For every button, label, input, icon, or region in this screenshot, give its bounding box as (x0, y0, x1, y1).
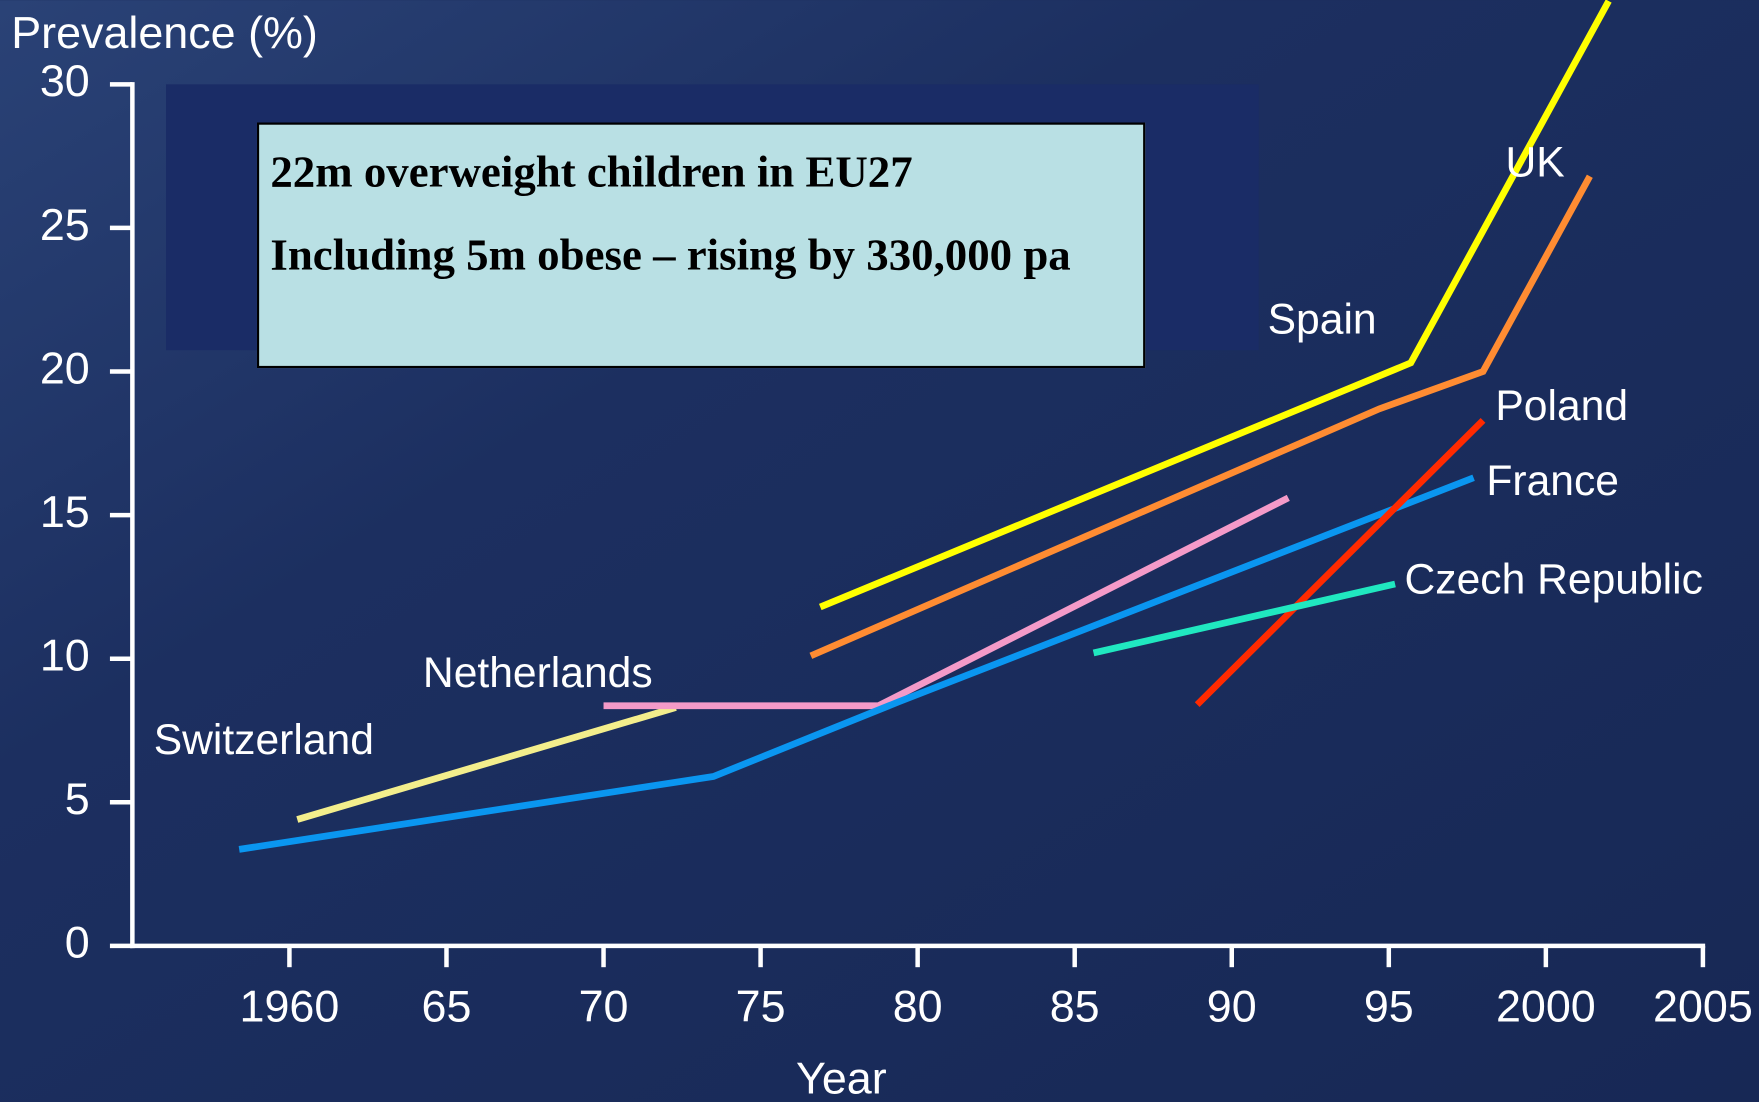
x-tick-label: 65 (422, 981, 472, 1032)
series-label: Czech Republic (1405, 556, 1703, 604)
x-tick-label: 1960 (240, 981, 340, 1032)
y-tick-label: 0 (65, 917, 90, 968)
series-line (1194, 417, 1486, 708)
x-tick-label: 80 (893, 981, 943, 1032)
series-line (1092, 580, 1396, 657)
series-label: Spain (1268, 295, 1377, 343)
series-line (603, 494, 1290, 710)
y-tick-label: 25 (40, 199, 90, 250)
x-axis-title: Year (796, 1052, 887, 1102)
series-line (238, 474, 1475, 853)
y-tick-label: 10 (40, 630, 90, 681)
note-box: 22m overweight children in EU27 Includin… (256, 122, 1146, 369)
series-label: Switzerland (154, 716, 374, 764)
x-tick-label: 70 (579, 981, 629, 1032)
y-tick-label: 30 (40, 55, 90, 106)
x-tick-label: 2005 (1653, 981, 1753, 1032)
x-tick-label: 2000 (1496, 981, 1596, 1032)
y-tick-label: 15 (40, 486, 90, 537)
x-tick-label: 85 (1050, 981, 1100, 1032)
series-line (296, 704, 677, 823)
x-tick-label: 95 (1364, 981, 1414, 1032)
x-tick-label: 90 (1207, 981, 1257, 1032)
note: 22m overweight children in EU27 Includin… (256, 122, 1146, 369)
series-line (809, 174, 1593, 659)
note-line: Including 5m obese – rising by 330,000 p… (270, 229, 1071, 280)
series-label: Netherlands (423, 649, 653, 697)
y-axis-title: Prevalence (%) (11, 7, 318, 58)
series-label: France (1486, 457, 1619, 505)
series-line (818, 0, 1612, 611)
series-label: Poland (1495, 382, 1628, 430)
x-tick-label: 75 (736, 981, 786, 1032)
y-tick-label: 20 (40, 342, 90, 393)
y-tick-label: 5 (65, 773, 90, 824)
note-line: 22m overweight children in EU27 (270, 146, 913, 197)
series-label: UK (1505, 138, 1564, 186)
